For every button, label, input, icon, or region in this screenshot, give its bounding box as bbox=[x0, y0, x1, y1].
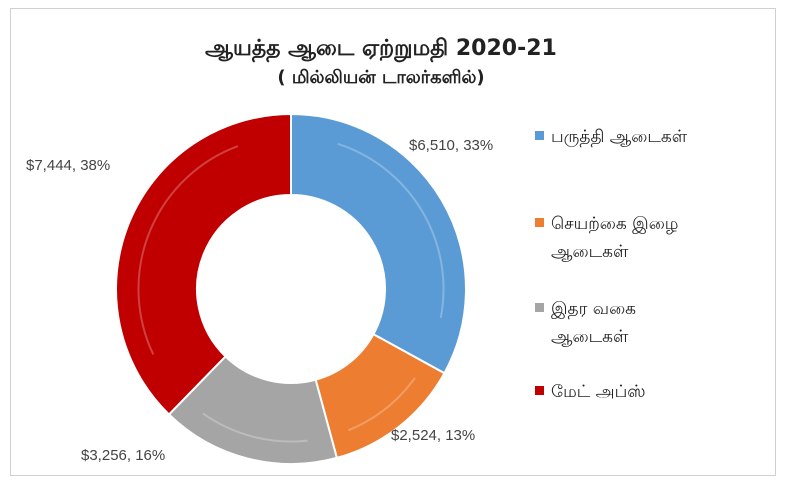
legend-label: இதர வகை ஆடைகள் bbox=[551, 299, 636, 347]
data-label: $6,510, 33% bbox=[409, 137, 493, 154]
donut-slice bbox=[290, 112, 467, 375]
legend-swatch bbox=[535, 131, 544, 140]
chart-subtitle: ( மில்லியன் டாலர்களில்) bbox=[277, 67, 484, 88]
legend: பருத்தி ஆடைகள் செயற்கை இழை ஆடைகள் இதர வகை ஆட… bbox=[535, 127, 688, 402]
chart-title: ஆயத்த ஆடை ஏற்றுமதி 2020-21 bbox=[205, 36, 557, 63]
legend-swatch bbox=[535, 386, 544, 395]
chart-frame: ஆயத்த ஆடை ஏற்றுமதி 2020-21 ( மில்லியன் ட… bbox=[10, 8, 776, 476]
donut-slice bbox=[115, 112, 292, 416]
legend-label: செயற்கை இழை ஆடைகள் bbox=[551, 214, 678, 262]
data-label: $3,256, 16% bbox=[81, 447, 165, 464]
donut-slices bbox=[115, 112, 467, 465]
slice-highlight bbox=[337, 142, 445, 319]
legend-label: மேட் அப்ஸ் bbox=[551, 382, 646, 402]
data-label: $7,444, 38% bbox=[26, 157, 110, 174]
slice-highlight bbox=[348, 377, 416, 432]
legend-label: பருத்தி ஆடைகள் bbox=[551, 127, 688, 147]
slice-highlight bbox=[137, 145, 239, 355]
donut-chart: ஆயத்த ஆடை ஏற்றுமதி 2020-21 ( மில்லியன் ட… bbox=[26, 36, 688, 465]
data-label: $2,524, 13% bbox=[391, 427, 475, 444]
legend-swatch bbox=[535, 218, 544, 227]
slice-highlight bbox=[202, 412, 308, 443]
legend-swatch bbox=[535, 303, 544, 312]
data-labels: $6,510, 33% $2,524, 13% $3,256, 16% $7,444,… bbox=[26, 137, 493, 464]
